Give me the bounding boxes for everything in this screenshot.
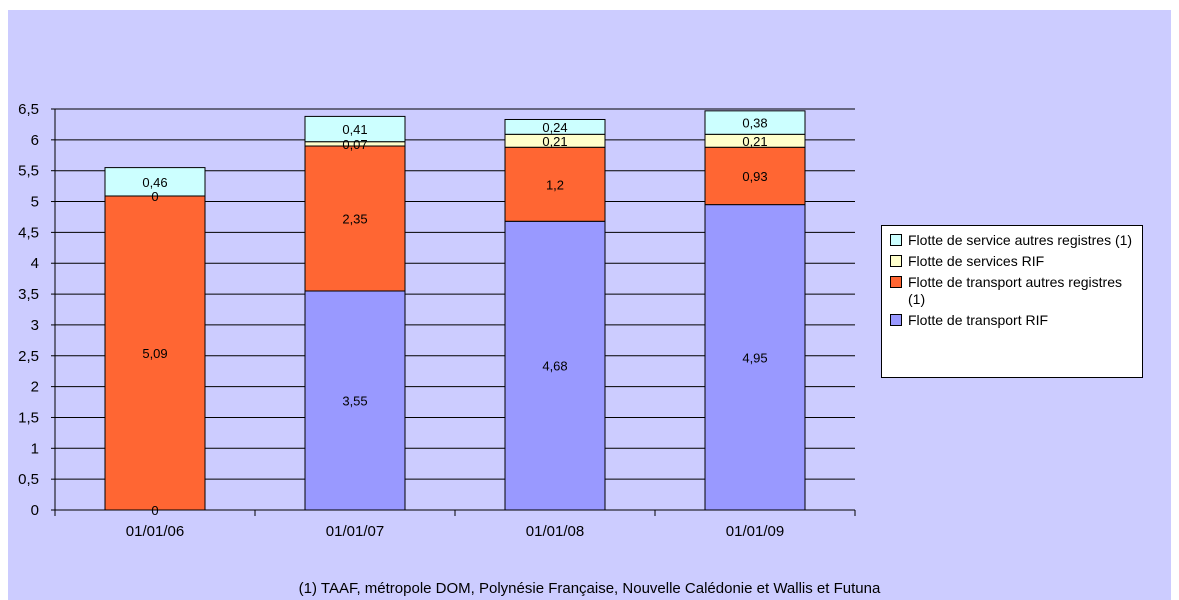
stacked-bar-chart: 00,511,522,533,544,555,566,505,0900,4601… — [18, 101, 856, 540]
legend-item: Flotte de services RIF — [890, 253, 1136, 270]
legend-label: Flotte de service autres registres (1) — [908, 232, 1133, 248]
data-label: 0,21 — [742, 134, 767, 149]
bar-segment — [704, 110, 806, 135]
data-label: 1,2 — [546, 177, 564, 192]
data-label: 5,09 — [142, 346, 167, 361]
bar-segment — [504, 220, 606, 511]
legend-item: Flotte de transport RIF — [890, 312, 1136, 329]
legend-swatch — [890, 314, 902, 326]
data-label: 4,68 — [542, 359, 567, 374]
data-label: 0 — [151, 503, 158, 518]
legend-swatch — [890, 276, 902, 288]
data-label: 0 — [151, 189, 158, 204]
bar-segment — [304, 290, 406, 511]
bar-segment — [304, 115, 406, 143]
y-tick-label: 2,5 — [18, 348, 39, 365]
data-label: 4,95 — [742, 350, 767, 365]
y-tick-label: 5 — [31, 194, 39, 211]
y-tick-label: 2 — [31, 379, 39, 396]
y-tick-label: 4 — [31, 255, 39, 272]
data-label: 2,35 — [342, 212, 367, 227]
y-tick-label: 6,5 — [18, 101, 39, 118]
data-label: 0,24 — [542, 120, 567, 135]
y-tick-label: 3 — [31, 317, 39, 334]
y-tick-label: 1 — [31, 440, 39, 457]
y-tick-label: 0,5 — [18, 471, 39, 488]
bar-segment — [704, 204, 806, 511]
legend-swatch — [890, 234, 902, 246]
legend-label: Flotte de transport RIF — [908, 312, 1049, 328]
x-tick-label: 01/01/09 — [726, 523, 784, 540]
y-tick-label: 1,5 — [18, 409, 39, 426]
data-label: 0,21 — [542, 134, 567, 149]
y-tick-label: 0 — [31, 502, 39, 519]
legend-label: Flotte de transport autres registres (1) — [908, 274, 1122, 307]
footnote: (1) TAAF, métropole DOM, Polynésie Franç… — [298, 580, 881, 597]
chart-area: 0 0,5 1 1,5 2 2,5 3 3,5 4 4,5 5 5,5 6 6,5 0 5,09 0 0,46 01… — [8, 10, 1171, 600]
data-label: 0,38 — [742, 116, 767, 131]
x-tick-label: 01/01/07 — [326, 523, 384, 540]
legend-item: Flotte de transport autres registres (1) — [890, 274, 1136, 308]
data-label: 0,07 — [342, 137, 367, 152]
data-label: 0,46 — [142, 175, 167, 190]
x-tick-label: 01/01/08 — [526, 523, 584, 540]
legend: Flotte de service autres registres (1) Fl… — [881, 225, 1143, 378]
legend-swatch — [890, 255, 902, 267]
x-tick-label: 01/01/06 — [126, 523, 184, 540]
y-tick-label: 5,5 — [18, 163, 39, 180]
bar-segment — [504, 118, 606, 135]
y-tick-label: 6 — [31, 132, 39, 149]
y-tick-label: 4,5 — [18, 224, 39, 241]
y-tick-label: 3,5 — [18, 286, 39, 303]
bar-segment — [304, 145, 406, 292]
legend-label: Flotte de services RIF — [908, 253, 1045, 269]
data-label: 0,93 — [742, 169, 767, 184]
bar-segment — [104, 167, 206, 197]
legend-item: Flotte de service autres registres (1) — [890, 232, 1136, 249]
bar-segment — [704, 146, 806, 206]
data-label: 3,55 — [342, 393, 367, 408]
data-label: 0,41 — [342, 122, 367, 137]
bar-segment — [104, 195, 206, 511]
